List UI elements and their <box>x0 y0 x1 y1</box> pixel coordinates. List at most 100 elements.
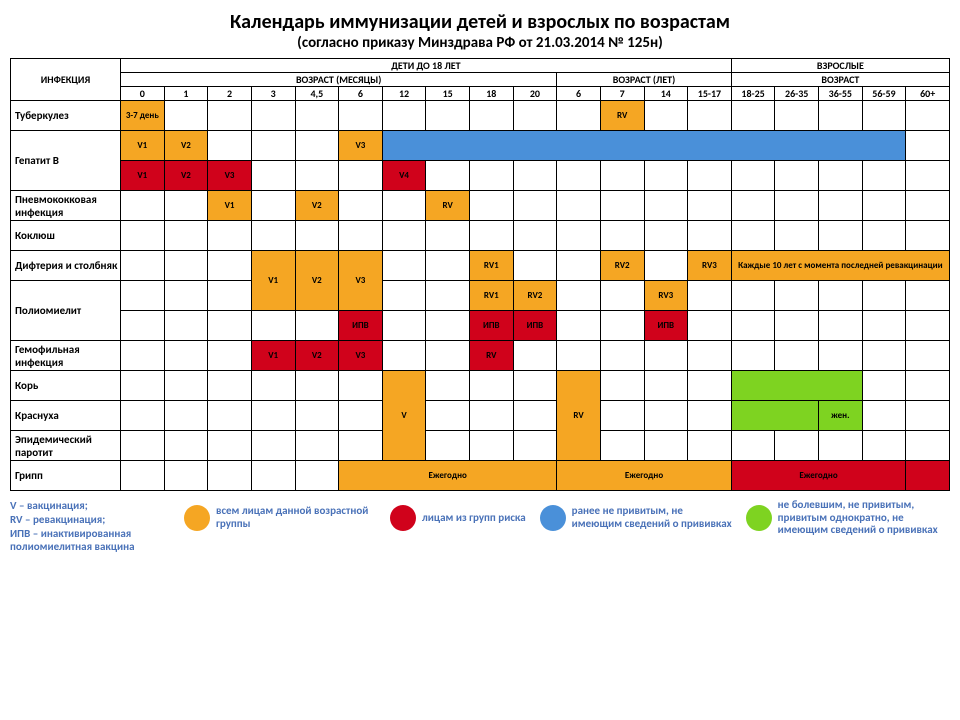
empty-cell <box>644 371 688 401</box>
schedule-cell: V1 <box>121 161 165 191</box>
empty-cell <box>557 281 601 311</box>
empty-cell <box>775 101 819 131</box>
empty-cell <box>382 341 426 371</box>
schedule-cell: V1 <box>251 251 295 311</box>
empty-cell <box>862 161 906 191</box>
empty-cell <box>426 401 470 431</box>
empty-cell <box>688 401 732 431</box>
empty-cell <box>295 101 339 131</box>
schedule-cell: V3 <box>339 131 383 161</box>
empty-cell <box>775 161 819 191</box>
empty-cell <box>513 251 557 281</box>
empty-cell <box>295 161 339 191</box>
empty-cell <box>208 461 252 491</box>
empty-cell <box>600 341 644 371</box>
empty-cell <box>121 401 165 431</box>
empty-cell <box>295 371 339 401</box>
empty-cell <box>644 431 688 461</box>
empty-cell <box>121 281 165 311</box>
empty-cell <box>688 221 732 251</box>
empty-cell <box>600 431 644 461</box>
empty-cell <box>251 191 295 221</box>
empty-cell <box>906 401 950 431</box>
empty-cell <box>600 281 644 311</box>
empty-cell <box>862 401 906 431</box>
empty-cell <box>862 311 906 341</box>
empty-cell <box>644 221 688 251</box>
empty-cell <box>775 431 819 461</box>
schedule-cell <box>731 401 818 431</box>
empty-cell <box>208 131 252 161</box>
empty-cell <box>775 341 819 371</box>
empty-cell <box>688 311 732 341</box>
empty-cell <box>557 311 601 341</box>
empty-cell <box>426 371 470 401</box>
empty-cell <box>121 221 165 251</box>
empty-cell <box>251 311 295 341</box>
immunization-table: ИНФЕКЦИЯДЕТИ ДО 18 ЛЕТВЗРОСЛЫЕВОЗРАСТ (М… <box>10 58 950 491</box>
empty-cell <box>775 221 819 251</box>
header-infection: ИНФЕКЦИЯ <box>11 59 121 101</box>
empty-cell <box>208 431 252 461</box>
empty-cell <box>251 101 295 131</box>
empty-cell <box>688 341 732 371</box>
empty-cell <box>426 341 470 371</box>
empty-cell <box>906 131 950 161</box>
empty-cell <box>906 311 950 341</box>
schedule-cell <box>731 371 862 401</box>
empty-cell <box>513 431 557 461</box>
empty-cell <box>382 191 426 221</box>
empty-cell <box>339 191 383 221</box>
empty-cell <box>382 311 426 341</box>
empty-cell <box>731 161 775 191</box>
schedule-cell: RV1 <box>470 251 514 281</box>
empty-cell <box>164 221 208 251</box>
header-col: 3 <box>251 87 295 101</box>
schedule-cell: ИПВ <box>513 311 557 341</box>
empty-cell <box>731 221 775 251</box>
empty-cell <box>862 191 906 221</box>
empty-cell <box>208 371 252 401</box>
legend-item: лицам из групп риска <box>390 499 526 537</box>
legend-abbr: V – вакцинация;RV – ревакцинация;ИПВ – и… <box>10 499 170 554</box>
empty-cell <box>819 341 863 371</box>
header-col: 6 <box>339 87 383 101</box>
empty-cell <box>557 191 601 221</box>
legend-swatch <box>390 505 416 531</box>
empty-cell <box>382 101 426 131</box>
empty-cell <box>688 281 732 311</box>
empty-cell <box>164 461 208 491</box>
empty-cell <box>295 131 339 161</box>
header-col: 60+ <box>906 87 950 101</box>
empty-cell <box>906 341 950 371</box>
empty-cell <box>906 371 950 401</box>
schedule-cell: V1 <box>208 191 252 221</box>
empty-cell <box>775 191 819 221</box>
empty-cell <box>862 341 906 371</box>
header-children: ДЕТИ ДО 18 ЛЕТ <box>121 59 732 73</box>
header-col: 14 <box>644 87 688 101</box>
empty-cell <box>382 221 426 251</box>
schedule-cell: RV <box>426 191 470 221</box>
schedule-cell: V1 <box>251 341 295 371</box>
schedule-cell: V1 <box>121 131 165 161</box>
schedule-cell: V4 <box>382 161 426 191</box>
infection-label: Грипп <box>11 461 121 491</box>
schedule-cell: V3 <box>339 341 383 371</box>
schedule-cell: RV <box>557 371 601 461</box>
empty-cell <box>688 101 732 131</box>
empty-cell <box>600 161 644 191</box>
empty-cell <box>600 221 644 251</box>
schedule-cell: V3 <box>208 161 252 191</box>
empty-cell <box>906 161 950 191</box>
schedule-cell: ИПВ <box>339 311 383 341</box>
empty-cell <box>644 341 688 371</box>
empty-cell <box>731 341 775 371</box>
empty-cell <box>426 281 470 311</box>
empty-cell <box>121 461 165 491</box>
legend-item: ранее не привитым, не имеющим сведений о… <box>540 499 732 537</box>
empty-cell <box>208 251 252 281</box>
infection-label: Пневмококковая инфекция <box>11 191 121 221</box>
empty-cell <box>164 101 208 131</box>
empty-cell <box>557 341 601 371</box>
